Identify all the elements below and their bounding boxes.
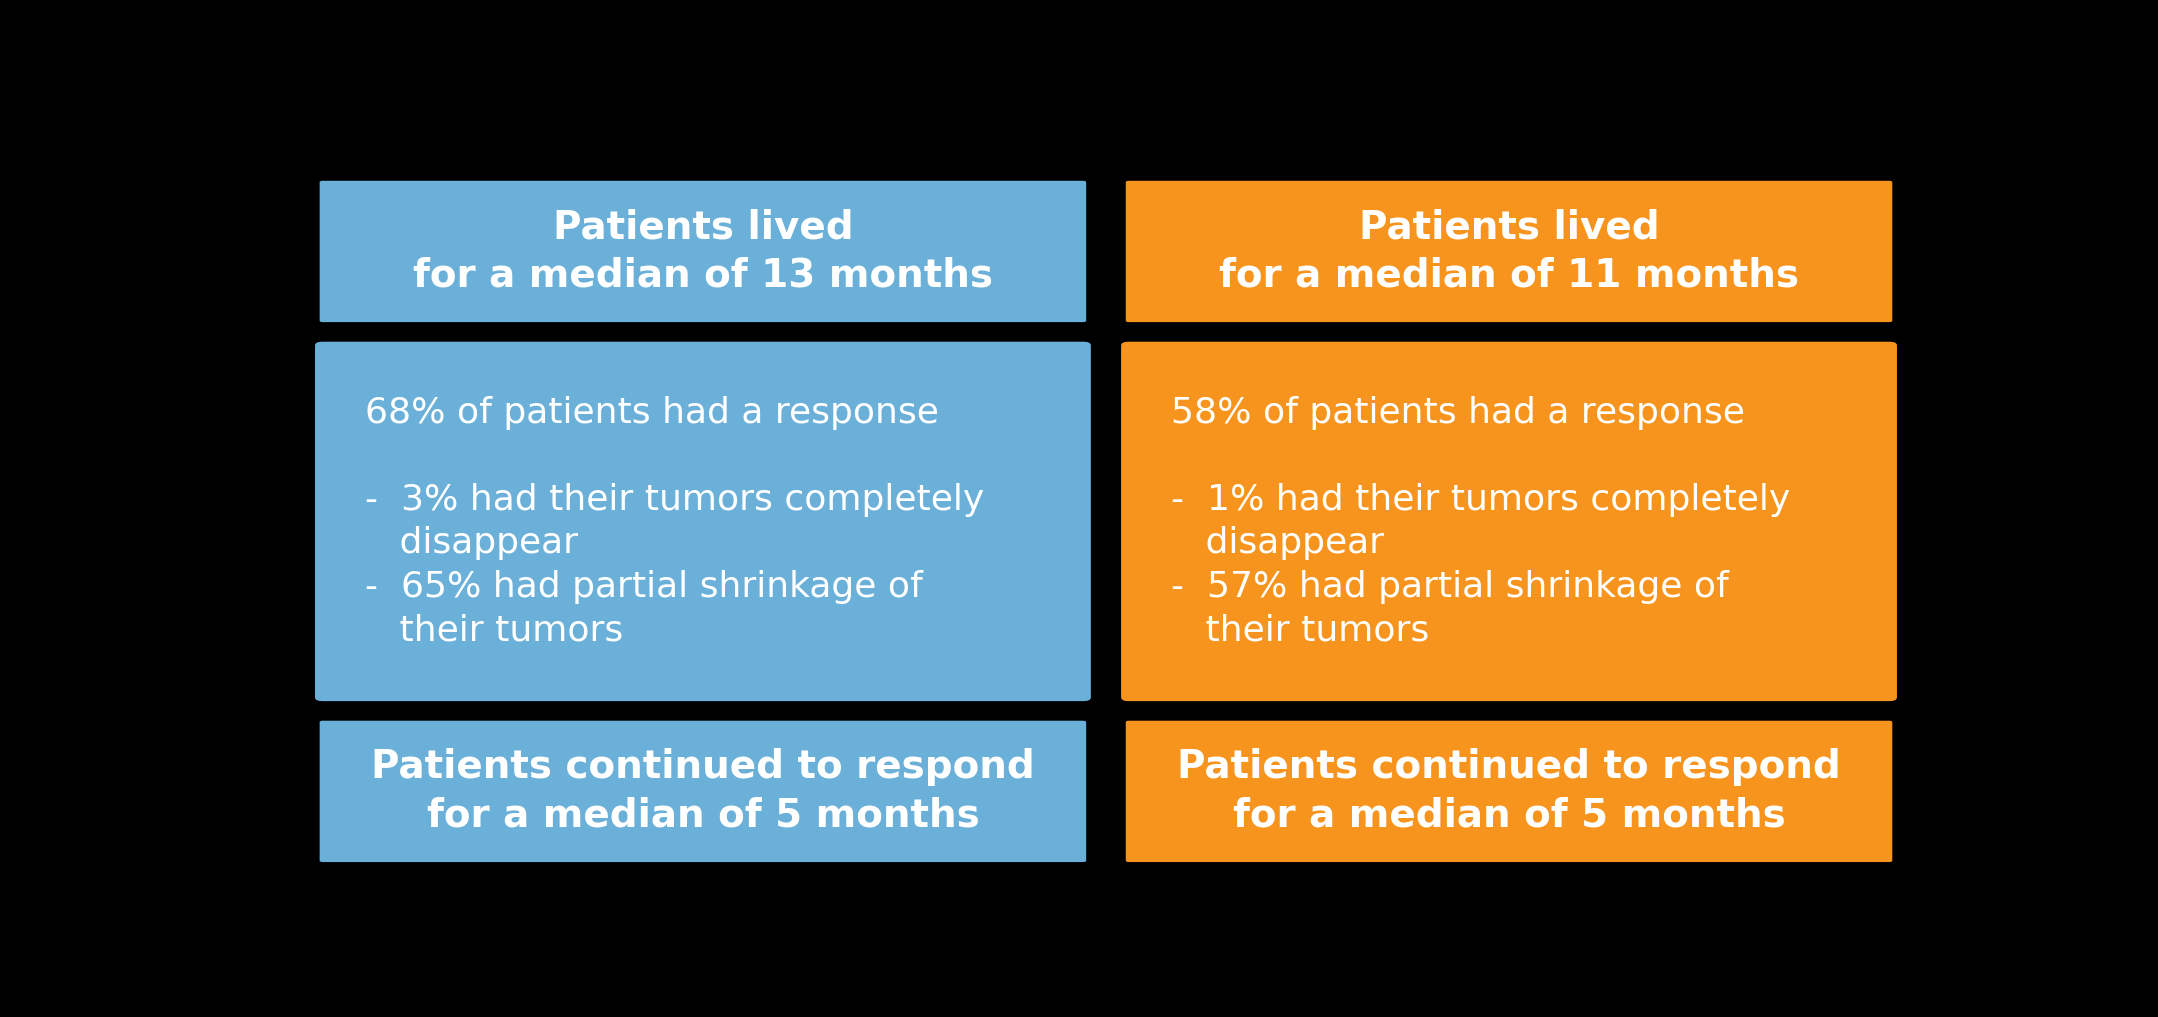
Text: Patients continued to respond
for a median of 5 months: Patients continued to respond for a medi… — [1176, 749, 1841, 835]
FancyBboxPatch shape — [1122, 342, 1897, 701]
FancyBboxPatch shape — [315, 342, 1090, 701]
FancyBboxPatch shape — [1126, 721, 1893, 862]
Text: Patients lived
for a median of 11 months: Patients lived for a median of 11 months — [1219, 208, 1800, 295]
FancyBboxPatch shape — [319, 181, 1085, 322]
Text: Patients continued to respond
for a median of 5 months: Patients continued to respond for a medi… — [371, 749, 1036, 835]
Text: 68% of patients had a response

-  3% had their tumors completely
   disappear
-: 68% of patients had a response - 3% had … — [365, 396, 984, 647]
FancyBboxPatch shape — [319, 721, 1085, 862]
Text: Patients lived
for a median of 13 months: Patients lived for a median of 13 months — [412, 208, 993, 295]
FancyBboxPatch shape — [1126, 181, 1893, 322]
Text: 58% of patients had a response

-  1% had their tumors completely
   disappear
-: 58% of patients had a response - 1% had … — [1172, 396, 1791, 647]
